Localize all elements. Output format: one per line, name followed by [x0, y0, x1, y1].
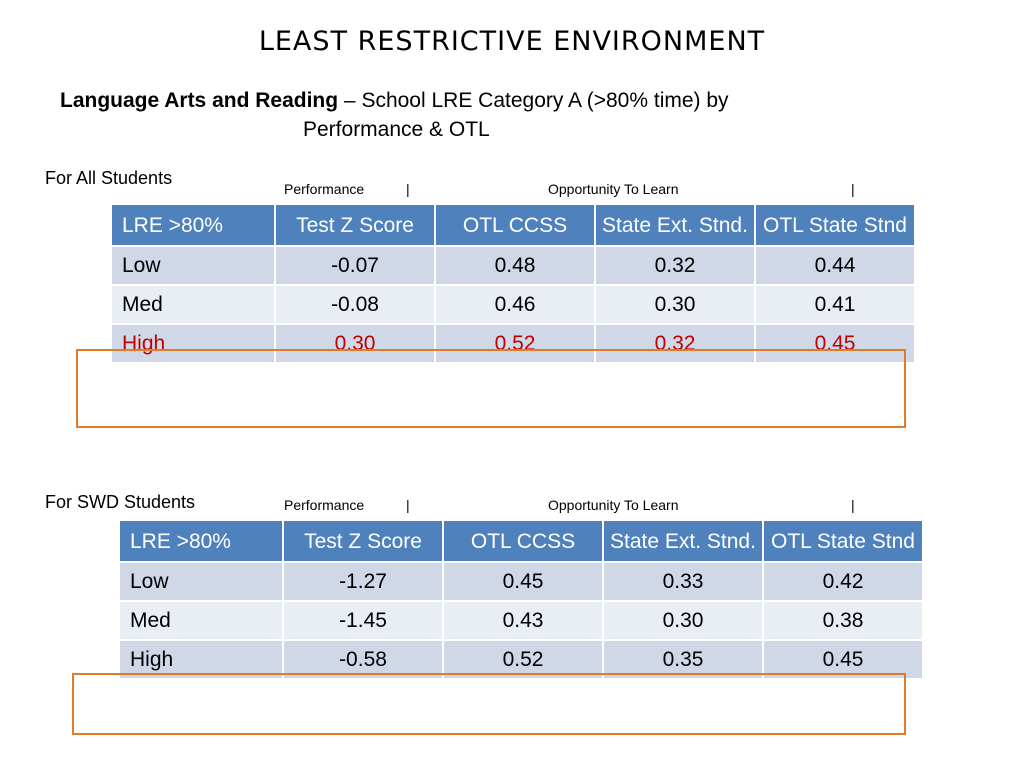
table-cell: 0.38 — [762, 600, 924, 641]
band-separator: | — [851, 497, 855, 513]
table-cell: Med — [118, 600, 284, 641]
table-cell: 0.35 — [602, 639, 764, 680]
table-row-highlighted: High 0.30 0.52 0.32 0.45 — [110, 323, 916, 364]
lre-table-swd-students: LRE >80% Test Z Score OTL CCSS State Ext… — [118, 519, 924, 680]
band-otl-label: Opportunity To Learn — [548, 181, 679, 197]
table-cell: 0.44 — [754, 245, 916, 286]
table-cell: 0.41 — [754, 284, 916, 325]
table-row: Med -0.08 0.46 0.30 0.41 — [110, 284, 916, 325]
table-cell: -0.08 — [274, 284, 436, 325]
table-cell: 0.46 — [434, 284, 596, 325]
band-performance-label: Performance — [284, 497, 365, 513]
band-separator: | — [406, 181, 410, 197]
header-otl-state-stnd: OTL State Stnd — [754, 203, 916, 247]
slide-title: LEAST RESTRICTIVE ENVIRONMENT — [258, 26, 766, 57]
table-cell: 0.45 — [442, 561, 604, 602]
header-otl-ccss: OTL CCSS — [442, 519, 604, 563]
table-cell: 0.32 — [594, 245, 756, 286]
table-cell: High — [110, 323, 276, 364]
table-row: Med -1.45 0.43 0.30 0.38 — [118, 600, 924, 641]
table-cell: 0.52 — [434, 323, 596, 364]
table-cell: 0.43 — [442, 600, 604, 641]
header-state-ext-stnd: State Ext. Stnd. — [594, 203, 756, 247]
table-cell: -1.45 — [282, 600, 444, 641]
table-cell: 0.33 — [602, 561, 764, 602]
highlight-box — [76, 349, 906, 428]
slide-subtitle: Language Arts and Reading – School LRE C… — [60, 86, 940, 144]
header-test-z-score: Test Z Score — [274, 203, 436, 247]
table-cell: -0.07 — [274, 245, 436, 286]
subtitle-subject: Language Arts and Reading — [60, 89, 339, 112]
table-cell: Low — [110, 245, 276, 286]
table-header-row: LRE >80% Test Z Score OTL CCSS State Ext… — [110, 203, 916, 247]
highlight-box — [72, 673, 906, 735]
group-label-swd-students: For SWD Students — [45, 492, 196, 512]
table-header-row: LRE >80% Test Z Score OTL CCSS State Ext… — [118, 519, 924, 563]
table-cell: 0.30 — [602, 600, 764, 641]
band-separator: | — [406, 497, 410, 513]
header-otl-ccss: OTL CCSS — [434, 203, 596, 247]
table-cell: Med — [110, 284, 276, 325]
lre-table-all-students: LRE >80% Test Z Score OTL CCSS State Ext… — [110, 203, 916, 364]
header-state-ext-stnd: State Ext. Stnd. — [602, 519, 764, 563]
header-otl-state-stnd: OTL State Stnd — [762, 519, 924, 563]
group-label-all-students: For All Students — [45, 168, 173, 188]
table-cell: 0.42 — [762, 561, 924, 602]
table-cell: 0.30 — [594, 284, 756, 325]
table-cell: 0.48 — [434, 245, 596, 286]
table-cell: -1.27 — [282, 561, 444, 602]
table-row: Low -1.27 0.45 0.33 0.42 — [118, 561, 924, 602]
table-cell: Low — [118, 561, 284, 602]
header-lre: LRE >80% — [118, 519, 284, 563]
header-test-z-score: Test Z Score — [282, 519, 444, 563]
table-cell: 0.32 — [594, 323, 756, 364]
table-cell: 0.30 — [274, 323, 436, 364]
band-otl-label: Opportunity To Learn — [548, 497, 679, 513]
subtitle-description: – School LRE Category A (>80% time) by — [338, 89, 729, 112]
band-separator: | — [851, 181, 855, 197]
band-performance-label: Performance — [284, 181, 365, 197]
subtitle-line2: Performance & OTL — [303, 118, 490, 141]
table-row: Low -0.07 0.48 0.32 0.44 — [110, 245, 916, 286]
header-lre: LRE >80% — [110, 203, 276, 247]
table-cell: 0.45 — [754, 323, 916, 364]
